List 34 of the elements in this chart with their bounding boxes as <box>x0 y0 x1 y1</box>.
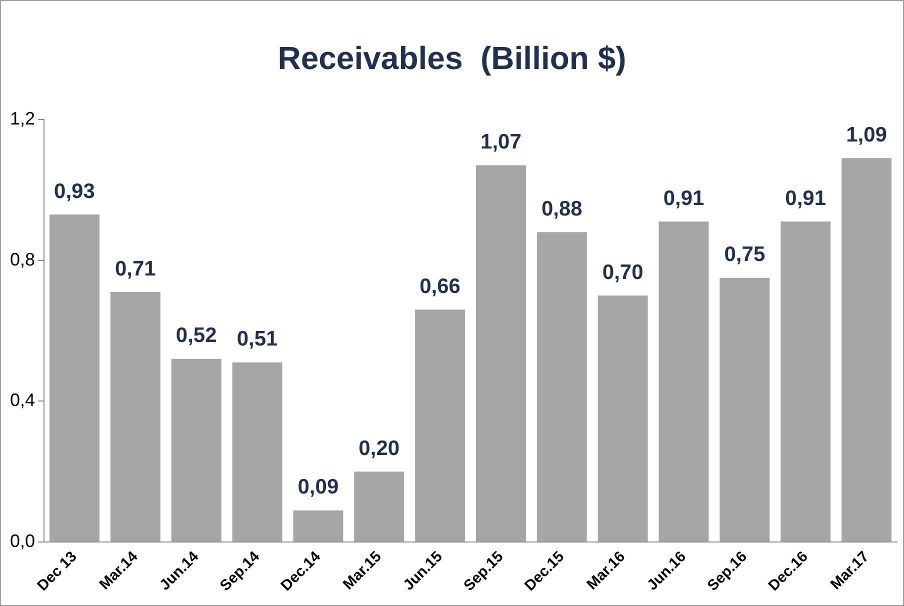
bar <box>842 158 892 542</box>
data-label: 0,93 <box>54 180 95 203</box>
data-label: 0,20 <box>358 436 400 460</box>
bar <box>354 472 404 542</box>
data-label: 0,66 <box>420 274 460 298</box>
bar <box>780 222 831 542</box>
data-label: 0,70 <box>602 260 644 284</box>
data-label: 0,71 <box>114 257 156 280</box>
x-tick-label: Dec 13 <box>34 548 80 594</box>
y-tick-label: 0,4 <box>10 390 36 410</box>
bar <box>110 292 160 542</box>
bar <box>232 362 282 542</box>
data-label: 0,09 <box>298 476 339 499</box>
y-tick-label: 0,0 <box>10 531 36 552</box>
data-label: 0,52 <box>176 324 217 348</box>
data-label: 1,09 <box>846 123 887 146</box>
bar <box>536 232 587 542</box>
bar <box>415 310 466 542</box>
bar <box>293 510 344 542</box>
bar <box>476 165 526 542</box>
data-label: 0,91 <box>785 186 826 210</box>
data-label: 1,07 <box>480 130 522 154</box>
data-label: 0,75 <box>724 243 766 266</box>
y-tick-label: 1,2 <box>10 108 36 128</box>
y-tick-label: 0,8 <box>10 249 36 270</box>
data-label: 0,91 <box>663 186 705 210</box>
data-label: 0,88 <box>541 197 583 220</box>
bar <box>171 358 222 542</box>
bar <box>598 296 648 542</box>
bar <box>720 278 770 542</box>
data-label: 0,51 <box>236 328 278 351</box>
bar <box>658 222 709 542</box>
chart-title: Receivables (Billion $) <box>278 40 626 76</box>
bar <box>50 214 100 542</box>
